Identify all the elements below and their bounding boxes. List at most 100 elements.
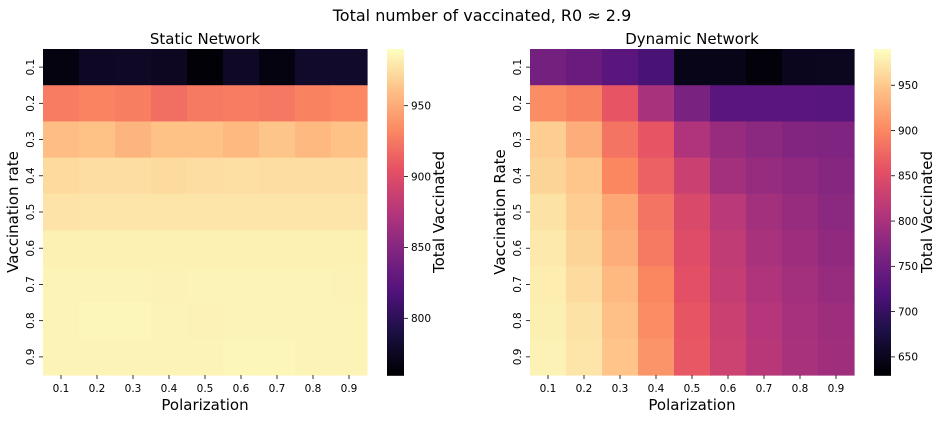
x-tick-label: 0.5	[684, 383, 701, 395]
heatmap-cell	[259, 49, 296, 86]
colorbar-segment	[874, 165, 891, 170]
x-tick-label: 0.6	[233, 383, 250, 395]
heatmap-cell	[151, 230, 188, 267]
colorbar-tick-label: 700	[898, 306, 918, 318]
heatmap-cell	[530, 157, 567, 195]
colorbar-segment	[387, 54, 404, 58]
heatmap-cell	[115, 338, 152, 376]
colorbar-segment	[387, 320, 404, 325]
heatmap-cell	[746, 121, 783, 159]
colorbar-segment	[387, 355, 404, 360]
heatmap-cell	[566, 157, 603, 195]
colorbar-segment	[387, 214, 404, 219]
heatmap-cell	[782, 157, 819, 195]
colorbar-segment	[387, 195, 404, 200]
colorbar-segment	[387, 84, 404, 88]
colorbar-segment	[874, 59, 891, 64]
colorbar-segment	[387, 73, 404, 77]
colorbar-segment	[874, 350, 891, 355]
heatmap-cell	[259, 85, 296, 123]
heatmap-cell	[602, 157, 639, 195]
colorbar-segment	[874, 307, 891, 311]
colorbar-segment	[387, 163, 404, 167]
dynamic-heatmap	[530, 49, 855, 376]
heatmap-cell	[223, 157, 260, 195]
colorbar-segment	[874, 163, 891, 167]
colorbar-segment	[387, 282, 404, 287]
colorbar-segment	[874, 358, 891, 363]
heatmap-cell	[674, 85, 711, 123]
colorbar-segment	[387, 141, 404, 145]
colorbar-tick-label: 750	[898, 261, 918, 273]
colorbar-segment	[874, 149, 891, 154]
heatmap-cell	[530, 85, 567, 123]
colorbar-segment	[387, 298, 404, 303]
colorbar-segment	[874, 328, 891, 333]
colorbar-segment	[874, 247, 891, 251]
colorbar-segment	[874, 114, 891, 118]
heatmap-cell	[79, 266, 116, 304]
heatmap-cell	[79, 193, 116, 231]
colorbar-segment	[387, 198, 404, 202]
colorbar-segment	[387, 146, 404, 151]
colorbar-segment	[387, 130, 404, 135]
y-tick-label: 0.9	[512, 349, 524, 366]
heatmap-cell	[223, 121, 260, 159]
colorbar-segment	[874, 198, 891, 202]
colorbar-tick-label: 800	[411, 313, 431, 325]
colorbar-segment	[387, 184, 404, 189]
heatmap-cell	[223, 266, 260, 304]
heatmap-cell	[295, 157, 332, 195]
colorbar-segment	[387, 328, 404, 333]
heatmap-cell	[331, 121, 368, 159]
heatmap-cell	[151, 121, 188, 159]
heatmap-cell	[151, 338, 188, 376]
heatmap-cell	[602, 193, 639, 231]
colorbar-segment	[874, 334, 891, 338]
colorbar-segment	[387, 116, 404, 121]
colorbar-segment	[387, 133, 404, 137]
colorbar-segment	[874, 97, 891, 102]
colorbar-segment	[874, 361, 891, 365]
heatmap-cell	[259, 193, 296, 231]
colorbar-segment	[874, 179, 891, 183]
colorbar-segment	[387, 95, 404, 99]
heatmap-cell	[115, 302, 152, 340]
colorbar-segment	[387, 81, 404, 86]
heatmap-cell	[43, 49, 80, 86]
colorbar-tick-label: 800	[898, 216, 918, 228]
x-tick-label: 0.8	[305, 383, 322, 395]
colorbar-segment	[387, 206, 404, 211]
colorbar-segment	[874, 152, 891, 156]
colorbar-segment	[874, 298, 891, 303]
colorbar-segment	[874, 228, 891, 232]
colorbar-segment	[874, 190, 891, 194]
colorbar-segment	[874, 176, 891, 181]
y-tick-label: 0.5	[25, 204, 37, 221]
colorbar-segment	[874, 138, 891, 143]
heatmap-cell	[818, 85, 855, 123]
colorbar-segment	[387, 68, 404, 72]
heatmap-cell	[79, 49, 116, 86]
colorbar-segment	[874, 127, 891, 132]
heatmap-cell	[638, 121, 675, 159]
heatmap-cell	[115, 85, 152, 123]
heatmap-cell	[746, 302, 783, 340]
heatmap-cell	[602, 49, 639, 86]
colorbar-segment	[874, 320, 891, 325]
heatmap-cell	[746, 85, 783, 123]
x-tick-label: 0.6	[720, 383, 737, 395]
colorbar-segment	[387, 364, 404, 368]
y-tick-label: 0.5	[512, 204, 524, 221]
y-tick-label: 0.6	[25, 240, 37, 257]
heatmap-cell	[530, 266, 567, 304]
colorbar-segment	[874, 201, 891, 205]
heatmap-cell	[43, 302, 80, 340]
colorbar-tick-label: 900	[898, 125, 918, 137]
x-tick-label: 0.1	[540, 383, 557, 395]
heatmap-cell	[674, 193, 711, 231]
colorbar-segment	[387, 225, 404, 230]
colorbar-segment	[387, 241, 404, 246]
x-tick-label: 0.4	[161, 383, 178, 395]
heatmap-cell	[746, 230, 783, 267]
